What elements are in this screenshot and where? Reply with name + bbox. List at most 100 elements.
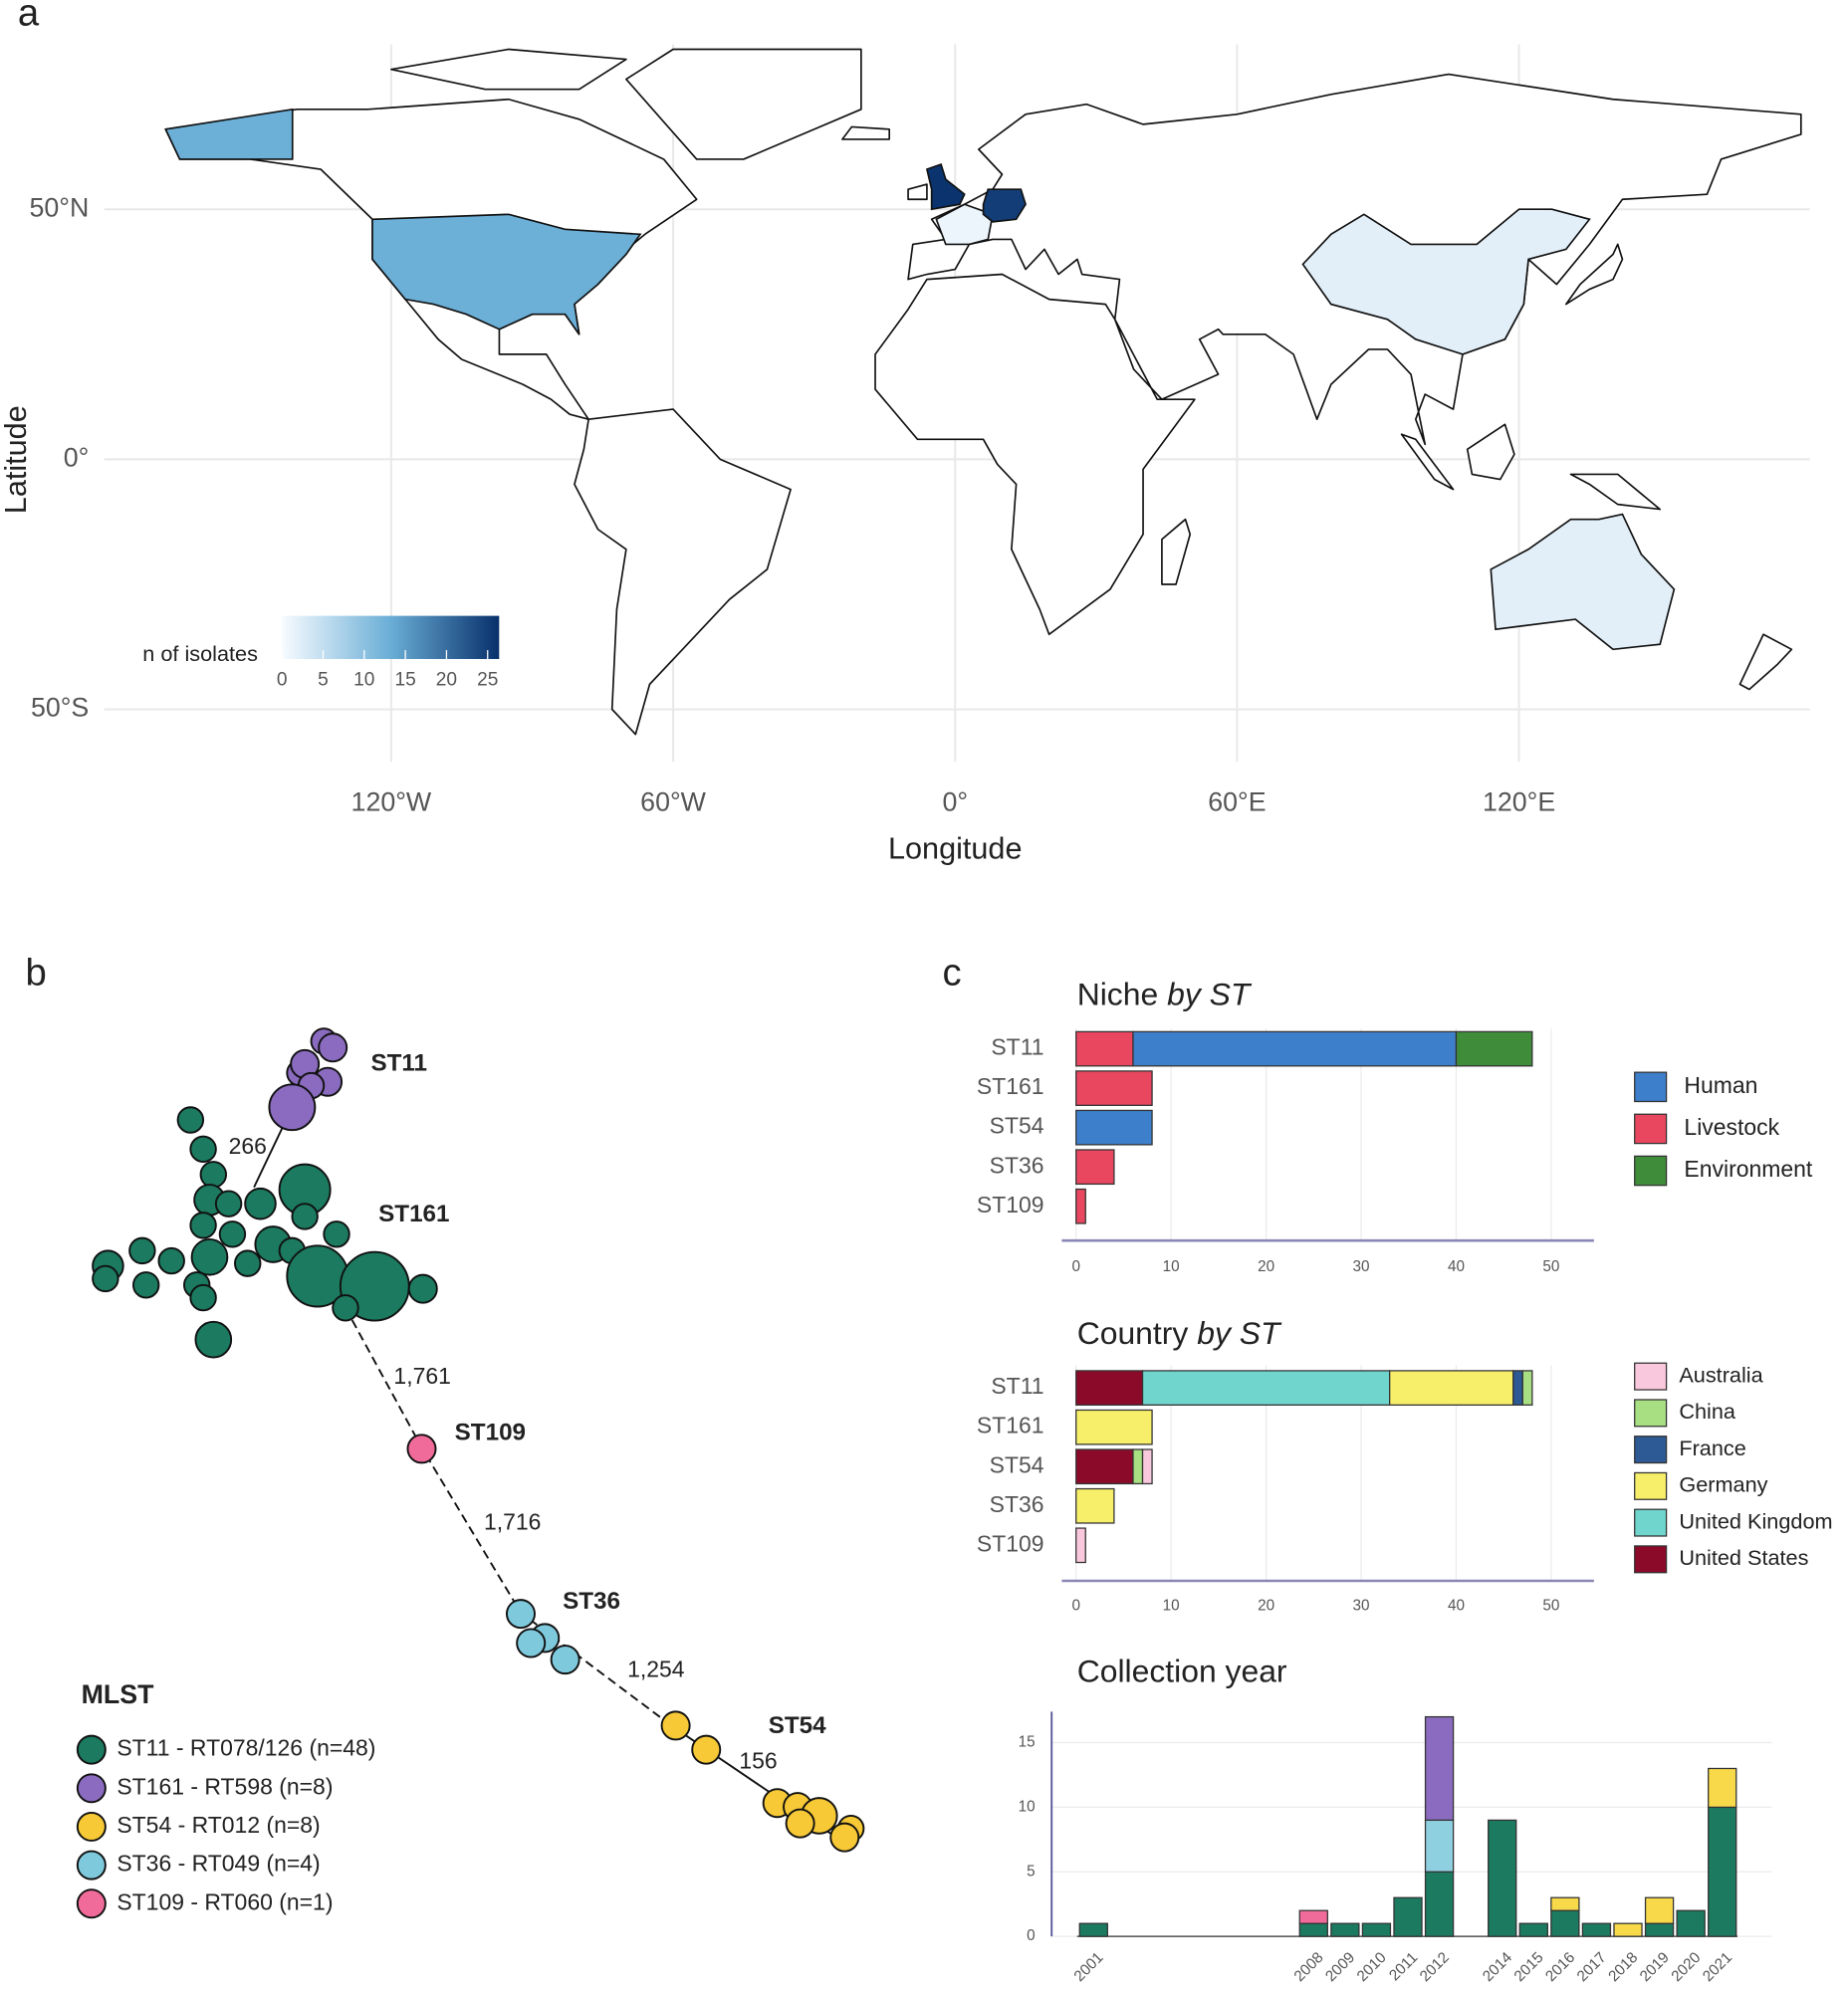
x-tick-label: 40: [1448, 1258, 1465, 1275]
legend-swatch: [1634, 1436, 1668, 1464]
legend-label: United States: [1679, 1545, 1808, 1570]
y-tick-label: ST11: [991, 1373, 1043, 1399]
x-tick-label: 2017: [1574, 1949, 1610, 1985]
land: [164, 48, 1802, 736]
bar-segment: [1644, 1896, 1675, 1924]
node: [407, 1273, 438, 1304]
bar-segment: [1141, 1448, 1153, 1485]
bar-segment: [1075, 1149, 1115, 1186]
node: [194, 1320, 233, 1359]
node: [199, 1161, 228, 1189]
bar-segment: [1330, 1922, 1360, 1937]
node: [189, 1135, 217, 1164]
node: [234, 1249, 262, 1277]
x-tick-label: 20: [1258, 1598, 1274, 1615]
bar-segment: [1708, 1806, 1737, 1937]
bar-segment: [1141, 1370, 1391, 1406]
bar-segment: [1424, 1871, 1455, 1937]
node: [189, 1283, 217, 1312]
node: [244, 1187, 277, 1220]
node: [268, 1083, 317, 1132]
y-tick-label: ST36: [990, 1491, 1044, 1517]
bar-segment: [1613, 1922, 1643, 1937]
y-tick-label: ST161: [977, 1413, 1044, 1438]
bar-segment: [1078, 1922, 1108, 1937]
node: [218, 1220, 247, 1248]
x-tick-label: 60°E: [1208, 786, 1266, 816]
legend-label: Australia: [1679, 1362, 1763, 1387]
legend-swatch: [1634, 1471, 1668, 1500]
country: [1301, 208, 1591, 355]
x-tick-label: 120°E: [1483, 786, 1555, 816]
bar-segment: [1075, 1070, 1153, 1106]
node: [128, 1236, 156, 1265]
node: [318, 1032, 348, 1063]
bar-segment: [1518, 1922, 1548, 1937]
legend-swatch: [1634, 1071, 1668, 1103]
country: [1490, 513, 1676, 651]
node: [189, 1212, 217, 1239]
legend-label: ST109 - RT060 (n=1): [116, 1888, 333, 1914]
y-tick-label: ST161: [977, 1073, 1044, 1099]
legend-swatch: [76, 1888, 107, 1919]
y-tick-label: 50°S: [31, 693, 89, 723]
x-axis-title: Longitude: [888, 832, 1022, 866]
legend-label: France: [1679, 1436, 1745, 1460]
node: [157, 1246, 185, 1275]
y-tick-label: ST11: [991, 1034, 1043, 1060]
node: [406, 1434, 437, 1464]
x-tick-label: 120°W: [351, 786, 432, 816]
bar-segment: [1075, 1370, 1144, 1406]
x-tick-label: 10: [1163, 1598, 1180, 1615]
title-text: Niche: [1077, 977, 1159, 1012]
bar-segment: [1488, 1819, 1517, 1937]
bar-segment: [1075, 1188, 1086, 1224]
legend-swatch: [76, 1811, 107, 1842]
bar-segment: [1298, 1909, 1328, 1924]
bar-segment: [1132, 1030, 1458, 1067]
legend-swatch: [1634, 1362, 1668, 1391]
legend-swatch: [1634, 1545, 1668, 1574]
bar-segment: [1075, 1109, 1153, 1146]
x-tick-label: 0: [1071, 1598, 1080, 1615]
x-tick-label: 30: [1353, 1258, 1370, 1275]
network: [92, 1027, 865, 1853]
bar-segment: [1581, 1922, 1612, 1937]
cluster-label: ST11: [370, 1049, 427, 1076]
x-tick-label: 2012: [1417, 1949, 1453, 1985]
node: [829, 1822, 860, 1853]
node: [332, 1294, 359, 1322]
legend-title: n of isolates: [142, 641, 258, 666]
x-tick-label: 0°: [942, 786, 968, 816]
country: [935, 203, 994, 246]
legend-title: MLST: [82, 1679, 155, 1709]
legend-label: Livestock: [1684, 1114, 1779, 1140]
y-tick-label: 15: [1019, 1734, 1036, 1751]
legend-swatch: [76, 1850, 107, 1880]
bar-segment: [1708, 1767, 1737, 1809]
y-tick-label: ST54: [990, 1451, 1044, 1477]
bar-segment: [1361, 1922, 1392, 1937]
cluster-label: ST36: [563, 1588, 620, 1615]
edge-label: 1,254: [627, 1657, 685, 1682]
bar-segment: [1389, 1370, 1514, 1406]
legend-label: ST36 - RT049 (n=4): [116, 1851, 320, 1877]
bar-segment: [1550, 1909, 1580, 1937]
legend-label: ST11 - RT078/126 (n=48): [116, 1735, 375, 1761]
node: [214, 1190, 243, 1217]
chart-title: Niche by ST: [1077, 977, 1253, 1012]
colorbar-label: 15: [394, 670, 415, 691]
colorbar-label: 20: [436, 670, 457, 691]
x-tick-label: 2001: [1071, 1949, 1107, 1985]
legend-label: ST161 - RT598 (n=8): [116, 1773, 333, 1799]
cluster-label: ST161: [378, 1201, 449, 1227]
x-tick-label: 20: [1258, 1258, 1274, 1275]
chart-title: Country by ST: [1077, 1315, 1282, 1351]
x-tick-label: 2015: [1511, 1949, 1547, 1985]
x-tick-label: 50: [1542, 1598, 1559, 1615]
bar-segment: [1075, 1409, 1153, 1445]
legend-label: Environment: [1684, 1156, 1812, 1182]
bar-segment: [1298, 1922, 1328, 1937]
bar-segment: [1075, 1030, 1134, 1067]
